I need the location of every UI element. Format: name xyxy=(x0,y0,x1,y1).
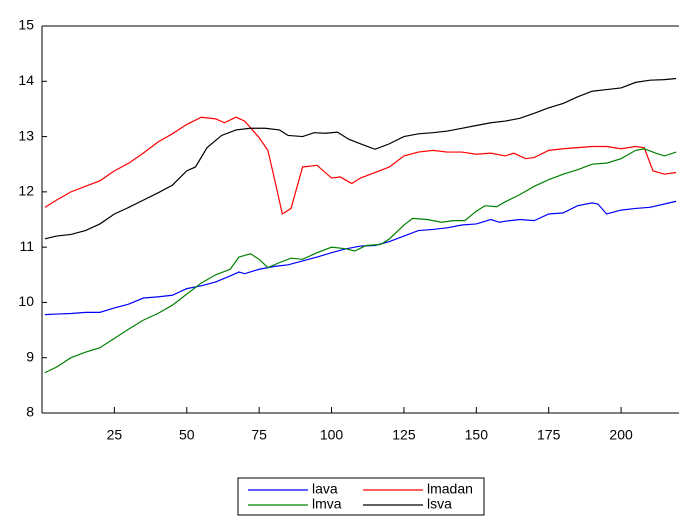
series-line xyxy=(44,200,677,316)
y-tick-label: 14 xyxy=(18,72,34,88)
legend-box xyxy=(237,477,485,516)
x-tick-label: 125 xyxy=(392,427,416,443)
legend-label: lmadan xyxy=(427,481,473,497)
x-tick-label: 25 xyxy=(107,427,123,443)
legend-label: lsva xyxy=(427,496,452,512)
x-tick-label: 150 xyxy=(465,427,489,443)
x-tick-label: 50 xyxy=(179,427,195,443)
y-tick-label: 8 xyxy=(26,404,34,420)
y-tick-label: 10 xyxy=(18,293,34,309)
y-tick-label: 15 xyxy=(18,17,34,33)
x-tick-label: 175 xyxy=(537,427,561,443)
x-tick-label: 100 xyxy=(320,427,344,443)
series-line xyxy=(44,148,677,374)
x-tick-label: 200 xyxy=(609,427,633,443)
y-tick-label: 13 xyxy=(18,127,34,143)
y-tick-label: 12 xyxy=(18,183,34,199)
legend-label: lmva xyxy=(312,496,342,512)
x-tick-label: 75 xyxy=(251,427,267,443)
series-line xyxy=(44,77,677,240)
y-tick-label: 11 xyxy=(19,238,34,254)
legend-label: lava xyxy=(312,481,338,497)
y-tick-label: 9 xyxy=(26,348,34,364)
series-line xyxy=(44,116,677,215)
